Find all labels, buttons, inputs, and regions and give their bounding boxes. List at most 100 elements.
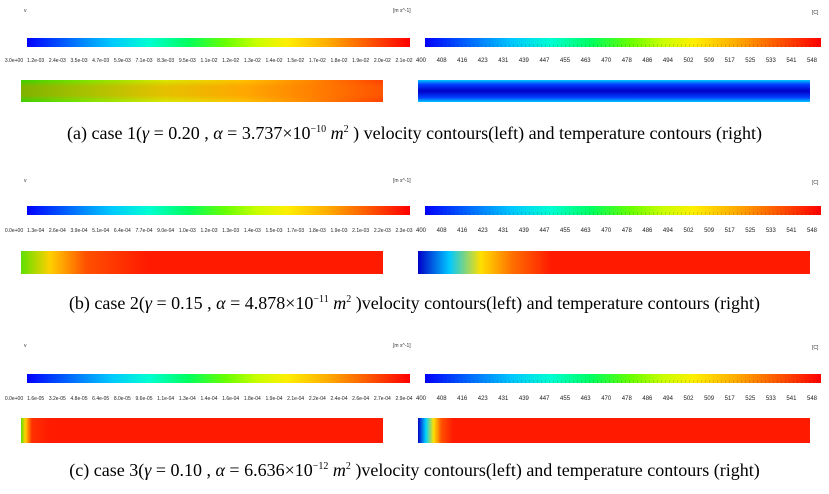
temperature-tick-label: 525 — [745, 396, 756, 402]
temperature-tick-label: 431 — [498, 58, 509, 64]
velocity-tick-label: 0.0e+00 — [4, 396, 24, 402]
figure-caption: (b) case 2(γ = 0.15 , α = 4.878×10−11 m2… — [0, 293, 829, 314]
velocity-tick-label: 1.1e-04 — [157, 396, 175, 402]
velocity-tick-label: 9.0e-04 — [157, 228, 175, 234]
temperature-unit: [C] — [812, 180, 819, 186]
velocity-tick-label: 3.9e-04 — [70, 228, 88, 234]
temperature-tick-label: 423 — [477, 58, 488, 64]
caption-alpha-value: = 4.878×10 — [225, 293, 314, 313]
velocity-unit: [m s^-1] — [393, 178, 411, 184]
temperature-tick-label: 541 — [786, 228, 797, 234]
velocity-tick-label: 1.6e-05 — [27, 396, 45, 402]
temperature-tick-label: 470 — [601, 396, 612, 402]
caption-alpha-symbol: α — [213, 123, 223, 143]
temperature-tick-label: 533 — [765, 396, 776, 402]
temperature-tick-label: 478 — [621, 396, 632, 402]
velocity-tick-label: 1.6e-04 — [222, 396, 240, 402]
temperature-tick-label: 509 — [704, 396, 715, 402]
figure-caption: (c) case 3(γ = 0.10 , α = 6.636×10−12 m2… — [0, 460, 829, 481]
caption-prefix: (a) case 1( — [67, 123, 142, 143]
temperature-tick-label: 408 — [436, 58, 447, 64]
velocity-tick-label: 1.0e-03 — [178, 228, 196, 234]
temperature-tick-label: 478 — [621, 228, 632, 234]
temperature-tick-label: 400 — [415, 58, 427, 64]
caption-suffix: )velocity contours(left) and temperature… — [350, 460, 760, 480]
velocity-tick-label: 2.7e-04 — [373, 396, 391, 402]
temperature-contour-field — [418, 251, 810, 274]
caption-alpha-exponent: −10 — [310, 124, 327, 135]
velocity-tick-label: 2.2e-03 — [373, 228, 391, 234]
velocity-unit: [m s^-1] — [393, 343, 411, 349]
velocity-tick-label: 2.3e-03 — [395, 228, 413, 234]
velocity-tick-label: 1.3e-02 — [243, 58, 261, 64]
velocity-tick-label: 2.9e-04 — [395, 396, 413, 402]
velocity-tick-label: 7.7e-04 — [135, 228, 153, 234]
temperature-tick-label: 541 — [786, 58, 797, 64]
velocity-tick-label: 1.4e-02 — [265, 58, 283, 64]
temperature-tick-label: 423 — [477, 228, 488, 234]
velocity-tick-label: 2.4e-04 — [330, 396, 348, 402]
velocity-legend-label: v — [24, 8, 27, 14]
temperature-tick-label: 517 — [724, 396, 735, 402]
temperature-unit: [C] — [812, 10, 819, 16]
caption-alpha-value: = 6.636×10 — [224, 460, 313, 480]
velocity-tick-label: 3.5e-03 — [70, 58, 88, 64]
caption-suffix: )velocity contours(left) and temperature… — [351, 293, 761, 313]
velocity-tick-label: 9.5e-03 — [178, 58, 196, 64]
caption-gamma-value: = 0.10 , — [151, 460, 216, 480]
velocity-tick-label: 6.4e-05 — [92, 396, 110, 402]
velocity-tick-label: 1.9e-02 — [352, 58, 370, 64]
temperature-tick-label: 502 — [683, 58, 694, 64]
temperature-tick-label: 486 — [642, 58, 653, 64]
velocity-tick-label: 1.9e-04 — [265, 396, 283, 402]
velocity-tick-label: 3.0e+00 — [4, 58, 24, 64]
caption-unit: m — [328, 460, 346, 480]
temperature-contour-field — [418, 418, 810, 443]
temperature-tick-label: 525 — [745, 58, 756, 64]
velocity-tick-label: 1.2e-03 — [27, 58, 45, 64]
velocity-tick-label: 1.9e-03 — [330, 228, 348, 234]
temperature-tick-label: 486 — [642, 396, 653, 402]
temperature-tick-label: 439 — [518, 396, 529, 402]
velocity-tick-label: 1.4e-04 — [200, 396, 218, 402]
temperature-tick-label: 486 — [642, 228, 653, 234]
temperature-tick-label: 502 — [683, 228, 694, 234]
temperature-tick-label: 541 — [786, 396, 797, 402]
caption-alpha-exponent: −11 — [313, 294, 329, 305]
temperature-tick-label: 517 — [724, 228, 735, 234]
velocity-tick-label: 1.5e-02 — [287, 58, 305, 64]
temperature-tick-label: 447 — [539, 396, 550, 402]
temperature-tick-label: 447 — [539, 228, 550, 234]
velocity-colorbar — [27, 206, 410, 215]
velocity-tick-label: 8.3e-03 — [157, 58, 175, 64]
temperature-tick-label: 548 — [806, 58, 818, 64]
velocity-tick-label: 2.6e-04 — [48, 228, 66, 234]
velocity-contour-field — [21, 251, 383, 274]
velocity-tick-label: 1.4e-03 — [243, 228, 261, 234]
velocity-tick-label: 1.2e-03 — [200, 228, 218, 234]
temperature-unit: [C] — [812, 345, 819, 351]
temperature-tick-label: 408 — [436, 228, 447, 234]
caption-gamma-value: = 0.15 , — [152, 293, 217, 313]
caption-gamma-value: = 0.20 , — [149, 123, 214, 143]
temperature-tick-label: 509 — [704, 228, 715, 234]
velocity-tick-label: 2.4e-03 — [48, 58, 66, 64]
velocity-tick-label: 2.6e-04 — [352, 396, 370, 402]
velocity-tick-label: 1.3e-04 — [27, 228, 45, 234]
velocity-tick-label: 2.1e-02 — [395, 58, 413, 64]
velocity-tick-label: 1.3e-03 — [222, 228, 240, 234]
velocity-tick-label: 9.6e-05 — [135, 396, 153, 402]
figure-caption: (a) case 1(γ = 0.20 , α = 3.737×10−10 m2… — [0, 123, 829, 144]
velocity-legend-label: v — [24, 343, 27, 349]
temperature-contour-field — [418, 80, 810, 102]
temperature-colorbar — [425, 38, 821, 47]
velocity-unit: [m s^-1] — [393, 8, 411, 14]
caption-unit-exponent: 2 — [346, 294, 352, 305]
velocity-tick-label: 1.8e-02 — [330, 58, 348, 64]
temperature-tick-label: 494 — [662, 396, 673, 402]
velocity-tick-label: 2.2e-04 — [308, 396, 326, 402]
velocity-tick-label: 1.1e-02 — [200, 58, 218, 64]
velocity-tick-label: 1.5e-03 — [265, 228, 283, 234]
